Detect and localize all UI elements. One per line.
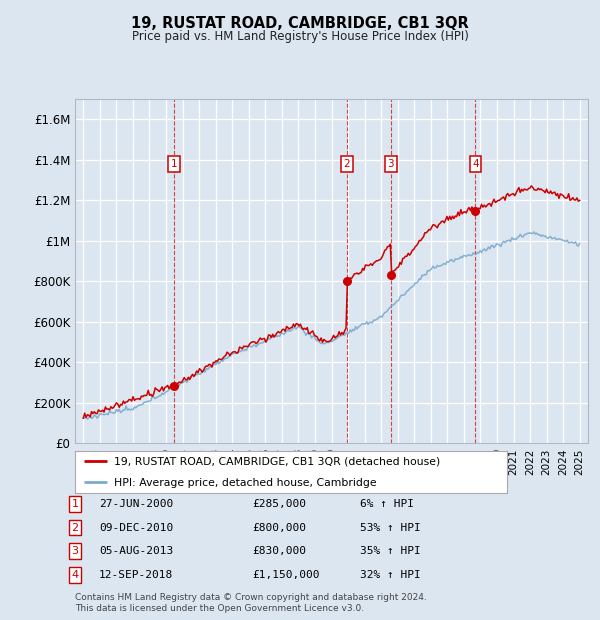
Text: 19, RUSTAT ROAD, CAMBRIDGE, CB1 3QR (detached house): 19, RUSTAT ROAD, CAMBRIDGE, CB1 3QR (det… xyxy=(114,457,440,467)
Text: 05-AUG-2013: 05-AUG-2013 xyxy=(99,546,173,556)
Text: 3: 3 xyxy=(388,159,394,169)
Text: £1,150,000: £1,150,000 xyxy=(252,570,320,580)
Text: 4: 4 xyxy=(71,570,79,580)
Text: 6% ↑ HPI: 6% ↑ HPI xyxy=(360,499,414,509)
Text: £285,000: £285,000 xyxy=(252,499,306,509)
Text: 35% ↑ HPI: 35% ↑ HPI xyxy=(360,546,421,556)
Text: 3: 3 xyxy=(71,546,79,556)
Text: 09-DEC-2010: 09-DEC-2010 xyxy=(99,523,173,533)
Text: 27-JUN-2000: 27-JUN-2000 xyxy=(99,499,173,509)
Text: Contains HM Land Registry data © Crown copyright and database right 2024.
This d: Contains HM Land Registry data © Crown c… xyxy=(75,593,427,613)
Text: 2: 2 xyxy=(344,159,350,169)
Text: 19, RUSTAT ROAD, CAMBRIDGE, CB1 3QR: 19, RUSTAT ROAD, CAMBRIDGE, CB1 3QR xyxy=(131,16,469,30)
Text: Price paid vs. HM Land Registry's House Price Index (HPI): Price paid vs. HM Land Registry's House … xyxy=(131,30,469,43)
Text: £830,000: £830,000 xyxy=(252,546,306,556)
Text: 4: 4 xyxy=(472,159,479,169)
Text: 53% ↑ HPI: 53% ↑ HPI xyxy=(360,523,421,533)
Text: 1: 1 xyxy=(71,499,79,509)
Text: HPI: Average price, detached house, Cambridge: HPI: Average price, detached house, Camb… xyxy=(114,478,377,488)
Text: 1: 1 xyxy=(171,159,178,169)
Text: £800,000: £800,000 xyxy=(252,523,306,533)
Text: 2: 2 xyxy=(71,523,79,533)
Text: 12-SEP-2018: 12-SEP-2018 xyxy=(99,570,173,580)
Text: 32% ↑ HPI: 32% ↑ HPI xyxy=(360,570,421,580)
